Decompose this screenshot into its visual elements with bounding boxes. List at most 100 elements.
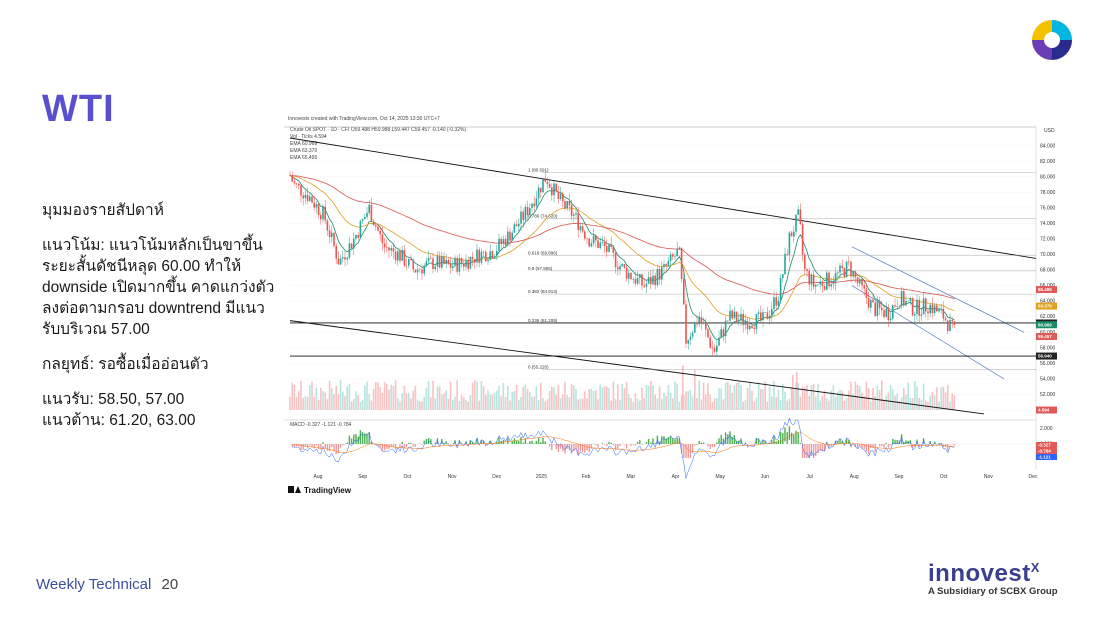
volume-bar xyxy=(812,383,815,410)
candle-body xyxy=(760,312,762,321)
volume-bar xyxy=(559,398,562,410)
volume-bar xyxy=(707,382,709,410)
volume-bar xyxy=(931,392,934,410)
candle-body xyxy=(337,258,340,265)
candle-body xyxy=(744,321,747,326)
outlook-trend: แนวโน้ม: แนวโน้มหลักเป็นขาขึ้น ระยะสั้นด… xyxy=(42,237,275,338)
macd-tag-label: -1.121 xyxy=(1038,455,1051,460)
macd-histogram-bar xyxy=(364,433,366,444)
candle-body xyxy=(790,232,793,237)
macd-histogram-bar xyxy=(359,430,362,444)
candle-body xyxy=(749,325,751,330)
macd-histogram-bar xyxy=(399,444,401,448)
candle-body xyxy=(460,258,463,264)
macd-histogram-bar xyxy=(828,444,830,449)
macd-histogram-bar xyxy=(898,440,901,444)
macd-histogram-bar xyxy=(859,444,861,447)
candle-body xyxy=(434,266,436,269)
macd-histogram-bar xyxy=(548,444,551,447)
candle-body xyxy=(938,309,940,312)
candle-body xyxy=(608,244,610,252)
macd-histogram-bar xyxy=(361,432,364,444)
macd-histogram-bar xyxy=(863,444,865,449)
volume-bar xyxy=(641,387,643,410)
macd-histogram-bar xyxy=(775,441,777,444)
candle-body xyxy=(447,259,450,265)
candle-body xyxy=(584,231,586,239)
candle-body xyxy=(911,298,914,316)
y-tick-label: 74.000 xyxy=(1040,221,1056,227)
macd-histogram-bar xyxy=(405,444,408,448)
candle-body xyxy=(474,259,476,263)
volume-bar xyxy=(522,386,524,410)
macd-histogram-bar xyxy=(551,444,553,451)
volume-bar xyxy=(344,396,346,410)
volume-bar xyxy=(551,386,553,410)
macd-histogram-bar xyxy=(507,438,509,444)
y-tick-label: 76.000 xyxy=(1040,205,1056,211)
candle-body xyxy=(531,203,533,209)
volume-bar xyxy=(656,398,659,410)
x-tick-label: 2025 xyxy=(536,474,547,480)
macd-histogram-bar xyxy=(938,443,940,444)
volume-bar xyxy=(498,385,500,410)
volume-bar xyxy=(432,380,434,410)
volume-bar xyxy=(674,381,676,410)
volume-bar xyxy=(617,384,619,410)
candle-body xyxy=(768,316,771,319)
volume-bar xyxy=(379,387,381,410)
candle-body xyxy=(947,320,949,331)
candle-body xyxy=(412,260,414,270)
volume-bar xyxy=(933,395,936,410)
volume-bar xyxy=(471,382,474,410)
volume-bar xyxy=(425,388,428,410)
candle-body xyxy=(573,214,575,216)
volume-bar xyxy=(592,390,595,410)
volume-bar xyxy=(339,380,342,410)
macd-histogram-bar xyxy=(718,438,720,444)
macd-histogram-bar xyxy=(903,442,905,444)
candle-body xyxy=(797,209,799,215)
candle-body xyxy=(399,251,401,261)
macd-histogram-bar xyxy=(892,438,894,444)
volume-bar xyxy=(834,396,837,410)
candle-body xyxy=(339,258,342,265)
x-tick-label: Jul xyxy=(806,474,812,480)
candle-body xyxy=(344,257,346,260)
volume-bar xyxy=(619,399,621,410)
macd-histogram-bar xyxy=(878,444,881,447)
volume-bar xyxy=(865,381,868,410)
candle-body xyxy=(898,306,901,307)
macd-histogram-bar xyxy=(390,444,392,447)
macd-histogram-bar xyxy=(867,444,870,454)
candle-body xyxy=(302,195,304,199)
volume-tag xyxy=(1036,406,1057,414)
macd-histogram-bar xyxy=(795,430,797,444)
macd-histogram-bar xyxy=(368,432,370,444)
candle-body xyxy=(834,273,837,284)
macd-histogram-bar xyxy=(320,444,322,450)
candle-body xyxy=(355,234,357,239)
macd-histogram-bar xyxy=(575,444,577,450)
volume-bar xyxy=(372,388,375,410)
volume-bar xyxy=(799,396,802,410)
volume-bar xyxy=(801,386,804,410)
volume-bar xyxy=(584,391,586,410)
volume-bar xyxy=(449,381,452,410)
volume-bar xyxy=(456,380,458,410)
macd-histogram-bar xyxy=(482,441,485,444)
candle-body xyxy=(487,259,489,262)
candle-body xyxy=(526,206,529,215)
candle-body xyxy=(504,238,507,246)
volume-bar xyxy=(401,393,403,410)
candle-body xyxy=(746,321,749,330)
x-tick-label: Aug xyxy=(850,474,859,480)
candle-body xyxy=(432,258,434,269)
candle-body xyxy=(452,266,454,268)
volume-bar xyxy=(544,401,546,410)
candle-body xyxy=(731,310,733,319)
macd-histogram-bar xyxy=(370,441,373,444)
candle-body xyxy=(773,297,775,310)
candle-body xyxy=(555,183,557,192)
brand-logo-icon xyxy=(1032,20,1072,60)
